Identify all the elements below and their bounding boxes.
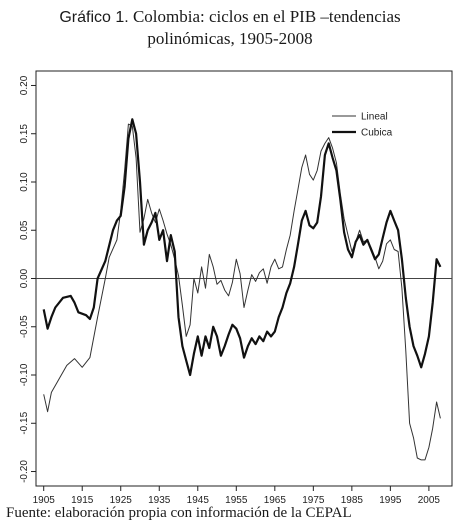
y-tick-label: 0.15 (19, 124, 30, 144)
x-tick-label: 2005 (418, 495, 441, 506)
x-tick-label: 1955 (225, 495, 248, 506)
x-tick-label: 1905 (33, 495, 56, 506)
legend-label-cubica: Cubica (361, 128, 393, 139)
x-tick-label: 1965 (264, 495, 287, 506)
y-tick-label: -0.10 (19, 363, 30, 386)
y-tick-label: -0.20 (19, 460, 30, 483)
title-line-2: polinómicas, 1905-2008 (147, 29, 313, 48)
y-tick-label: 0.10 (19, 172, 30, 192)
series-line-cubica (42, 118, 442, 377)
y-tick-label: -0.15 (19, 411, 30, 434)
title-lead: Gráfico 1. (59, 9, 129, 26)
x-tick-label: 1915 (71, 495, 94, 506)
x-tick-label: 1945 (187, 495, 210, 506)
y-tick-label: -0.05 (19, 315, 30, 338)
x-axis: 1905 1915 1925 1935 1945 1955 1965 1975 1985 1995… (33, 486, 441, 506)
y-tick-label: 0.00 (19, 268, 30, 288)
x-tick-label: 1985 (341, 495, 364, 506)
x-tick-label: 1975 (302, 495, 325, 506)
series-layer (42, 118, 442, 461)
x-tick-label: 1995 (379, 495, 402, 506)
chart-title: Gráfico 1. Colombia: ciclos en el PIB –t… (0, 6, 460, 49)
x-tick-label: 1925 (110, 495, 133, 506)
y-tick-label: 0.20 (19, 75, 30, 95)
title-line-1: Gráfico 1. Colombia: ciclos en el PIB –t… (0, 6, 460, 28)
legend: Lineal Cubica (332, 112, 393, 139)
y-axis: -0.20 -0.15 -0.10 -0.05 0.00 0.05 0.10 0.15 0.20 (19, 75, 36, 483)
title-text-1: Colombia: ciclos en el PIB –tendencias (132, 7, 401, 26)
y-tick-label: 0.05 (19, 220, 30, 240)
series-line-lineal (43, 123, 441, 461)
source-note: Fuente: elaboración propia con informaci… (6, 505, 352, 521)
x-tick-label: 1935 (148, 495, 171, 506)
legend-label-lineal: Lineal (361, 112, 388, 123)
